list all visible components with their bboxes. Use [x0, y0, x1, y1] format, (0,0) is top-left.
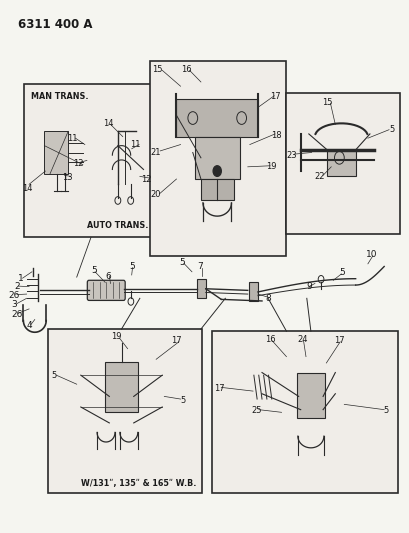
- Text: 17: 17: [333, 336, 344, 345]
- Text: 7: 7: [197, 262, 202, 271]
- Text: 26: 26: [11, 310, 22, 319]
- Text: 15: 15: [321, 98, 332, 107]
- Text: 5: 5: [179, 258, 185, 266]
- Text: 5: 5: [339, 268, 345, 277]
- Text: W/131ʺ, 135ʺ & 165ʺ W.B.: W/131ʺ, 135ʺ & 165ʺ W.B.: [81, 479, 196, 488]
- Text: 17: 17: [270, 92, 280, 101]
- Bar: [248, 282, 257, 302]
- Bar: [200, 179, 233, 200]
- Text: 25: 25: [251, 406, 262, 415]
- Polygon shape: [44, 131, 68, 174]
- Bar: [150, 61, 286, 256]
- Bar: [196, 279, 205, 298]
- Text: 10: 10: [365, 251, 377, 260]
- Text: 19: 19: [111, 332, 121, 341]
- Text: 5: 5: [383, 406, 388, 415]
- Bar: [24, 84, 164, 237]
- Text: 1: 1: [18, 273, 24, 282]
- Bar: [48, 329, 201, 494]
- Text: 5: 5: [180, 395, 185, 405]
- Text: 19: 19: [265, 163, 276, 171]
- Bar: [296, 373, 324, 418]
- Bar: [286, 93, 400, 233]
- Text: 4: 4: [26, 321, 32, 330]
- Text: 15: 15: [151, 64, 162, 74]
- Bar: [176, 100, 257, 136]
- Text: 11: 11: [67, 134, 78, 143]
- Text: 26: 26: [9, 291, 20, 300]
- Text: MAN TRANS.: MAN TRANS.: [31, 92, 88, 101]
- Bar: [326, 150, 355, 176]
- Bar: [194, 136, 239, 179]
- Text: 23: 23: [285, 151, 296, 160]
- Text: 18: 18: [270, 131, 281, 140]
- Text: 16: 16: [181, 64, 191, 74]
- Text: 13: 13: [62, 173, 72, 182]
- Text: 8: 8: [265, 294, 270, 303]
- Text: 11: 11: [130, 140, 141, 149]
- Text: 20: 20: [150, 190, 160, 199]
- Text: 14: 14: [103, 119, 113, 128]
- Text: 17: 17: [213, 384, 224, 393]
- Text: AUTO TRANS.: AUTO TRANS.: [87, 221, 148, 230]
- Text: 12: 12: [140, 174, 151, 183]
- Text: 5: 5: [91, 266, 97, 275]
- Text: 5: 5: [128, 262, 134, 271]
- Text: 3: 3: [11, 300, 17, 309]
- Text: 16: 16: [264, 335, 275, 344]
- Text: 9: 9: [305, 282, 311, 291]
- Text: 12: 12: [72, 159, 83, 167]
- Text: 17: 17: [171, 336, 181, 345]
- Text: 14: 14: [22, 183, 32, 192]
- Circle shape: [213, 166, 221, 176]
- Bar: [105, 362, 137, 413]
- Text: 2: 2: [14, 282, 20, 291]
- Text: 24: 24: [297, 335, 307, 344]
- Bar: [212, 331, 398, 494]
- Text: 6: 6: [105, 272, 111, 281]
- Text: 5: 5: [51, 370, 56, 379]
- Text: 21: 21: [150, 148, 160, 157]
- Text: 22: 22: [314, 172, 324, 181]
- Text: 6311 400 A: 6311 400 A: [18, 18, 92, 31]
- FancyBboxPatch shape: [87, 280, 125, 301]
- Text: 5: 5: [388, 125, 393, 134]
